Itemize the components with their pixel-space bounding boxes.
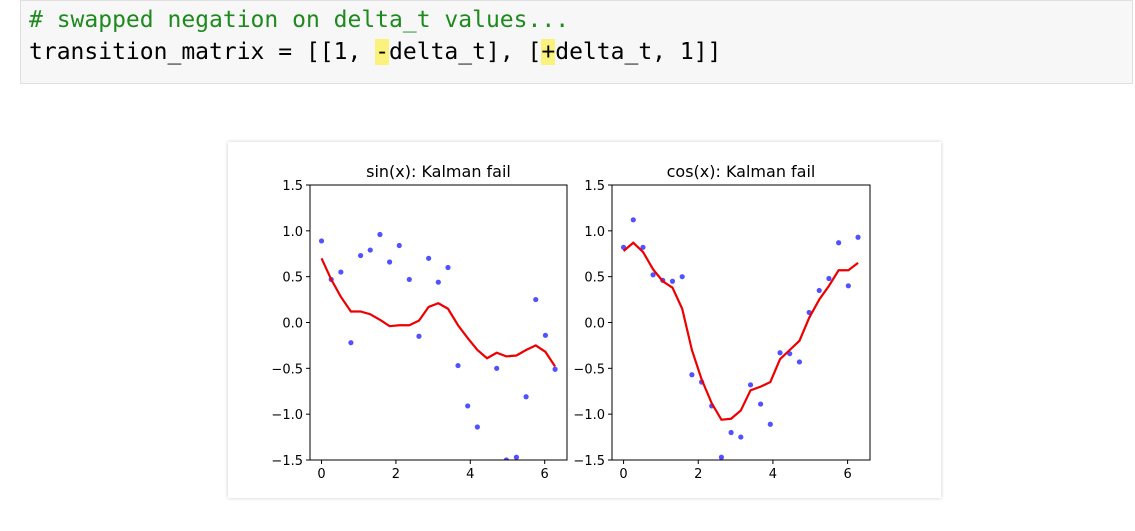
axes-frame xyxy=(611,184,871,461)
point xyxy=(826,275,832,282)
line xyxy=(320,257,557,368)
point xyxy=(445,264,451,271)
point xyxy=(318,238,325,244)
point xyxy=(542,332,549,338)
y-tick-label: −0.5 xyxy=(271,362,303,377)
y-tick-label: 1.0 xyxy=(584,225,605,240)
point xyxy=(474,424,480,430)
y-tick-label: 0.0 xyxy=(282,317,303,332)
point xyxy=(367,247,373,253)
point xyxy=(738,434,744,440)
y-tick-label: −1.5 xyxy=(271,454,303,469)
y-tick-label: −0.5 xyxy=(573,362,605,377)
point xyxy=(523,394,529,400)
point xyxy=(718,454,724,460)
point xyxy=(426,255,432,261)
y-tick-label: −1.5 xyxy=(573,454,605,469)
y-tick-label: 0.5 xyxy=(282,271,303,286)
figure: sin(x): Kalman fail −1.5 −1.0 −0.5 0.0 0.5 1.0… xyxy=(228,142,941,498)
x-tick-label: 2 xyxy=(694,467,702,482)
code-text: transition_matrix = [[1, xyxy=(29,39,376,65)
point xyxy=(836,240,842,246)
line xyxy=(622,241,859,421)
point xyxy=(455,362,461,369)
point xyxy=(679,274,685,280)
point xyxy=(845,283,851,289)
point xyxy=(513,454,520,460)
code-cell: # swapped negation on delta_t values... … xyxy=(20,0,1133,84)
x-tick-label: 2 xyxy=(392,467,400,482)
code-text: delta_t], [ xyxy=(389,39,542,65)
point xyxy=(650,272,656,278)
x-tick-label: 6 xyxy=(541,467,549,482)
code-comment: # swapped negation on delta_t values... xyxy=(29,7,570,33)
point xyxy=(465,403,471,409)
point xyxy=(552,366,558,372)
point xyxy=(777,350,783,356)
chart-title: sin(x): Kalman fail xyxy=(366,162,511,181)
point xyxy=(377,231,383,238)
point xyxy=(796,359,803,365)
chart: sin(x): Kalman fail −1.5 −1.0 −0.5 0.0 0.5 1.0… xyxy=(271,162,871,482)
point xyxy=(416,333,422,339)
y-tick-label: 1.5 xyxy=(584,179,605,194)
y-tick-label: −1.0 xyxy=(573,408,605,423)
axes-frame xyxy=(309,184,568,461)
point xyxy=(669,278,676,284)
point xyxy=(503,457,509,460)
y-tick-label: 1.5 xyxy=(282,179,303,194)
point xyxy=(386,259,393,265)
point xyxy=(338,269,344,275)
point xyxy=(396,242,402,249)
point xyxy=(816,287,822,294)
point xyxy=(747,382,754,388)
x-tick-label: 0 xyxy=(317,467,325,482)
point xyxy=(640,244,646,250)
x-tick-label: 6 xyxy=(843,467,851,482)
x-tick-label: 0 xyxy=(619,467,627,482)
point xyxy=(758,401,764,407)
code-text: delta_t, 1]] xyxy=(555,39,722,65)
chart-title: cos(x): Kalman fail xyxy=(667,162,816,181)
code-highlight: + xyxy=(541,39,556,65)
point xyxy=(406,276,412,283)
code-highlight: - xyxy=(375,39,390,65)
point xyxy=(348,340,354,346)
y-tick-label: 1.0 xyxy=(282,225,303,240)
y-tick-label: −1.0 xyxy=(271,408,303,423)
y-tick-label: 0.5 xyxy=(584,271,605,286)
x-tick-label: 4 xyxy=(769,467,777,482)
point xyxy=(728,429,734,436)
point xyxy=(855,234,861,240)
x-tick-label: 4 xyxy=(466,467,474,482)
point xyxy=(689,372,695,378)
code-line: transition_matrix = [[1, -delta_t], [+de… xyxy=(29,39,721,65)
point xyxy=(630,217,636,223)
point xyxy=(357,252,364,259)
point xyxy=(435,279,441,285)
y-tick-label: 0.0 xyxy=(584,317,605,332)
point xyxy=(767,421,773,427)
point xyxy=(533,296,539,303)
point xyxy=(494,365,500,371)
